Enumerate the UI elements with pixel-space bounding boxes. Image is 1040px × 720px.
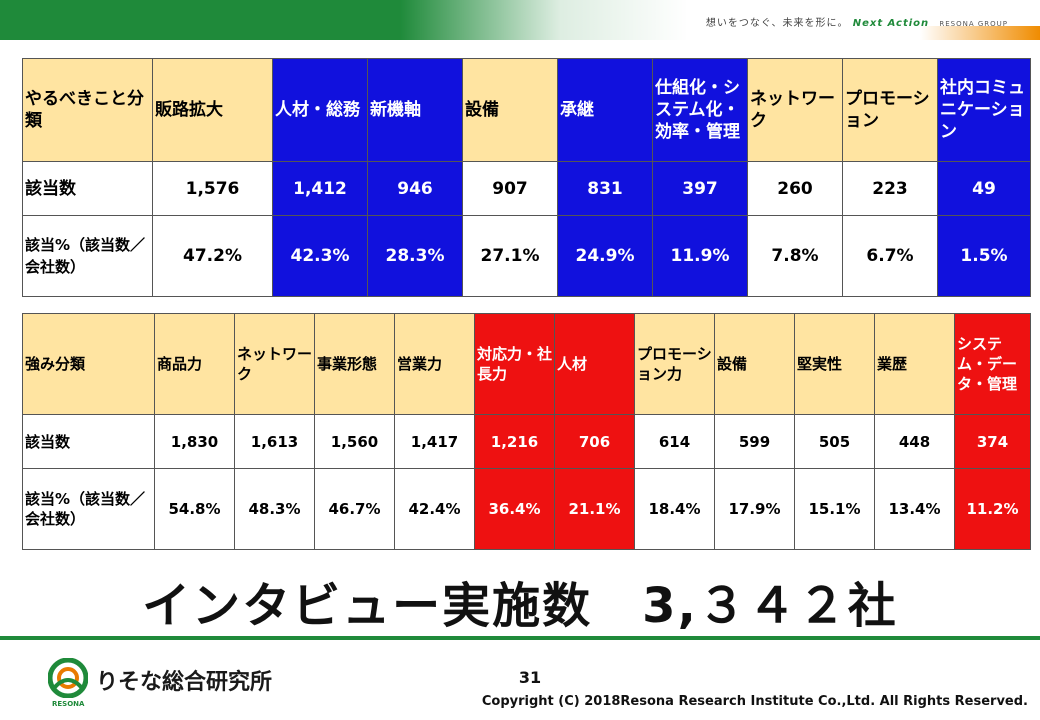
- header-cell: やるべきこと分類: [22, 58, 153, 162]
- percent-cell: 47.2%: [152, 215, 273, 297]
- count-cell: 907: [462, 161, 558, 216]
- logo-subtext: RESONA: [52, 700, 85, 708]
- count-cell: 1,576: [152, 161, 273, 216]
- interview-count-headline: インタビュー実施数 3,３４２社: [142, 578, 898, 634]
- count-cell: 1,412: [272, 161, 368, 216]
- count-row: 該当数 1,576 1,412 946 907 831 397 260 223 …: [22, 161, 1031, 216]
- percent-cell: 13.4%: [874, 468, 955, 550]
- header-cell: プロモーション力: [634, 313, 715, 415]
- header-cell: 人材・総務: [272, 58, 368, 162]
- percent-row: 該当%（該当数／会社数） 54.8% 48.3% 46.7% 42.4% 36.…: [22, 468, 1031, 550]
- percent-cell: 27.1%: [462, 215, 558, 297]
- row-label: 該当%（該当数／会社数）: [22, 468, 155, 550]
- count-cell: 706: [554, 414, 635, 469]
- header-cell: 承継: [557, 58, 653, 162]
- count-cell: 1,216: [474, 414, 555, 469]
- header-cell: 設備: [462, 58, 558, 162]
- header-cell: 強み分類: [22, 313, 155, 415]
- footer-divider: [0, 636, 1040, 640]
- header-cell: 人材: [554, 313, 635, 415]
- percent-cell: 36.4%: [474, 468, 555, 550]
- percent-cell: 42.4%: [394, 468, 475, 550]
- count-cell: 1,613: [234, 414, 315, 469]
- row-label: 該当数: [22, 161, 153, 216]
- count-cell: 599: [714, 414, 795, 469]
- percent-cell: 7.8%: [747, 215, 843, 297]
- count-cell: 831: [557, 161, 653, 216]
- count-cell: 1,417: [394, 414, 475, 469]
- header-cell: 対応力・社長力: [474, 313, 555, 415]
- resona-logo-icon: [48, 658, 88, 698]
- percent-cell: 1.5%: [937, 215, 1031, 297]
- page-number: 31: [518, 668, 542, 687]
- header-slogan: 想いをつなぐ、未来を形に。 Next Action RESONA GROUP: [706, 14, 1008, 29]
- row-label: 該当%（該当数／会社数）: [22, 215, 153, 297]
- header-cell: ネットワーク: [747, 58, 843, 162]
- percent-cell: 18.4%: [634, 468, 715, 550]
- count-cell: 946: [367, 161, 463, 216]
- count-cell: 1,830: [154, 414, 235, 469]
- brand-mark: Next Action: [852, 18, 930, 29]
- todo-category-table: やるべきこと分類 販路拡大 人材・総務 新機軸 設備 承継 仕組化・システム化・…: [22, 58, 1031, 297]
- header-cell: 設備: [714, 313, 795, 415]
- header-cell: 事業形態: [314, 313, 395, 415]
- header-cell: 業歴: [874, 313, 955, 415]
- percent-cell: 15.1%: [794, 468, 875, 550]
- count-cell: 505: [794, 414, 875, 469]
- count-cell: 1,560: [314, 414, 395, 469]
- header-cell: ネットワーク: [234, 313, 315, 415]
- header-cell: 商品力: [154, 313, 235, 415]
- header-row: やるべきこと分類 販路拡大 人材・総務 新機軸 設備 承継 仕組化・システム化・…: [22, 58, 1031, 162]
- percent-cell: 42.3%: [272, 215, 368, 297]
- header-cell: 社内コミュニケーション: [937, 58, 1031, 162]
- count-cell: 448: [874, 414, 955, 469]
- header-cell: 販路拡大: [152, 58, 273, 162]
- percent-cell: 6.7%: [842, 215, 938, 297]
- company-name: りそな総合研究所: [96, 670, 273, 695]
- header-row: 強み分類 商品力 ネットワーク 事業形態 営業力 対応力・社長力 人材 プロモー…: [22, 313, 1031, 415]
- percent-cell: 54.8%: [154, 468, 235, 550]
- count-cell: 614: [634, 414, 715, 469]
- count-cell: 223: [842, 161, 938, 216]
- top-band-accent: [920, 26, 1040, 40]
- percent-cell: 24.9%: [557, 215, 653, 297]
- count-cell: 49: [937, 161, 1031, 216]
- percent-row: 該当%（該当数／会社数） 47.2% 42.3% 28.3% 27.1% 24.…: [22, 215, 1031, 297]
- row-label: 該当数: [22, 414, 155, 469]
- strength-category-table: 強み分類 商品力 ネットワーク 事業形態 営業力 対応力・社長力 人材 プロモー…: [22, 313, 1031, 550]
- percent-cell: 11.2%: [954, 468, 1031, 550]
- count-cell: 260: [747, 161, 843, 216]
- header-cell: 営業力: [394, 313, 475, 415]
- percent-cell: 46.7%: [314, 468, 395, 550]
- percent-cell: 28.3%: [367, 215, 463, 297]
- copyright-text: Copyright (C) 2018Resona Research Instit…: [481, 694, 1028, 709]
- header-cell: システム・データ・管理: [954, 313, 1031, 415]
- count-cell: 397: [652, 161, 748, 216]
- percent-cell: 48.3%: [234, 468, 315, 550]
- count-cell: 374: [954, 414, 1031, 469]
- header-cell: 堅実性: [794, 313, 875, 415]
- percent-cell: 11.9%: [652, 215, 748, 297]
- header-cell: 新機軸: [367, 58, 463, 162]
- count-row: 該当数 1,830 1,613 1,560 1,417 1,216 706 61…: [22, 414, 1031, 469]
- percent-cell: 21.1%: [554, 468, 635, 550]
- percent-cell: 17.9%: [714, 468, 795, 550]
- slogan-text: 想いをつなぐ、未来を形に。: [705, 18, 849, 29]
- header-cell: 仕組化・システム化・効率・管理: [652, 58, 748, 162]
- group-name: RESONA GROUP: [939, 20, 1008, 28]
- header-cell: プロモーション: [842, 58, 938, 162]
